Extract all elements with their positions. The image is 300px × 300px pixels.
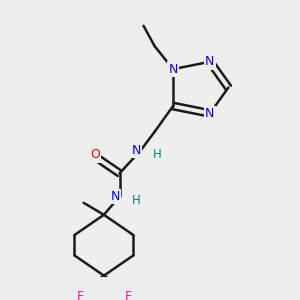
Text: H: H [153,148,162,161]
Text: F: F [76,290,83,300]
Text: N: N [205,107,214,120]
Text: N: N [131,144,141,157]
Text: O: O [90,148,100,161]
Text: N: N [110,190,120,203]
Text: H: H [132,194,140,208]
Text: F: F [124,290,131,300]
Text: N: N [168,63,178,76]
Text: N: N [205,55,214,68]
